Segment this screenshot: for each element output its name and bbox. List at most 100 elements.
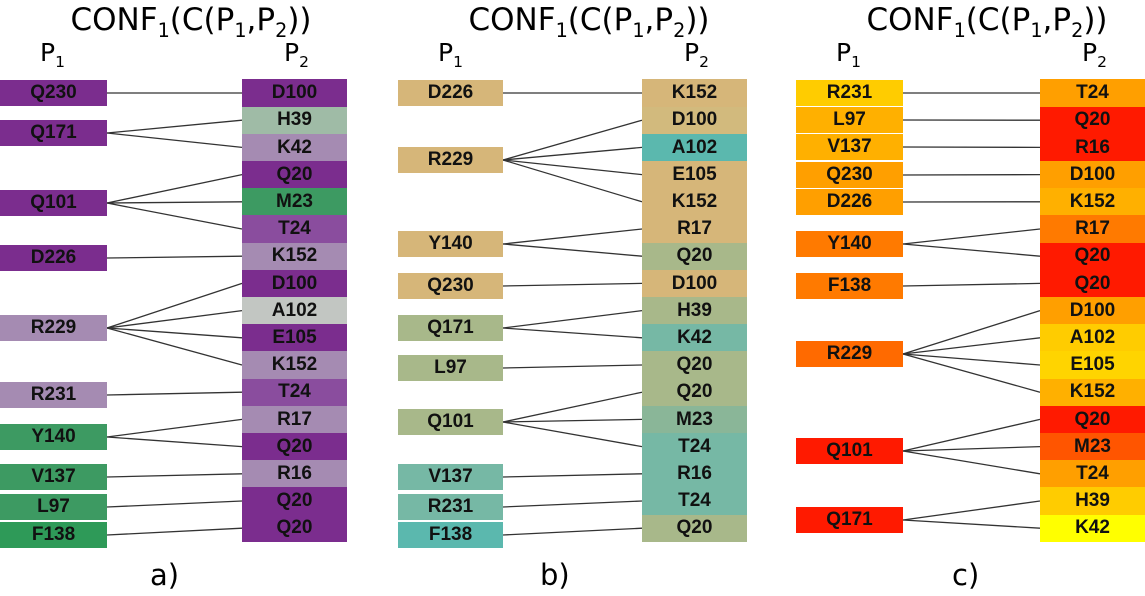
- title-part: CONF: [866, 2, 954, 38]
- p2-residue: M23: [1040, 433, 1145, 461]
- p2-residue: Q20: [1040, 405, 1145, 434]
- link-line: [902, 500, 1041, 521]
- panel-b: CONF1(C(P1,P2)) P1 P2 D226 R229 Y140 Q230 Q171 L…: [398, 0, 780, 596]
- p1-header: P1: [40, 38, 65, 71]
- p1-residue: L97: [398, 355, 503, 381]
- p2-residue: H39: [642, 297, 747, 325]
- link-line: [106, 327, 243, 339]
- p2-residue: H39: [242, 106, 347, 135]
- p1-residue: D226: [0, 245, 107, 271]
- link-line: [502, 309, 643, 329]
- p2-residue: H39: [1040, 487, 1145, 516]
- link-line: [106, 436, 243, 448]
- link-line: [902, 309, 1041, 355]
- p2-residue: R17: [242, 405, 347, 434]
- p2-header: P2: [1082, 38, 1107, 71]
- title-part: (C(P: [169, 2, 235, 38]
- title-part: ,P: [1042, 2, 1072, 38]
- p1-residue: R231: [398, 494, 503, 520]
- p2-residue: M23: [642, 405, 747, 434]
- link-line: [502, 500, 643, 508]
- p2-residue: R17: [1040, 215, 1145, 244]
- p1-residue: Q101: [0, 190, 107, 216]
- p2-residue: Q20: [1040, 242, 1145, 271]
- link-line: [902, 519, 1041, 529]
- p1-header-sub: 1: [453, 53, 463, 71]
- link-line: [106, 282, 243, 329]
- p2-residue: E105: [642, 161, 747, 189]
- p2-residue: T24: [1040, 79, 1145, 108]
- p2-residue: D100: [1040, 161, 1145, 189]
- link-line: [902, 445, 1041, 452]
- p1-residue: F138: [398, 522, 503, 548]
- link-line: [502, 282, 643, 287]
- p2-residue: Q20: [1040, 269, 1145, 298]
- p2-residue: Q20: [642, 351, 747, 380]
- link-line: [502, 159, 643, 203]
- p2-residue: K42: [642, 324, 747, 352]
- p1-residue: R229: [398, 147, 503, 173]
- title-part: 1: [632, 19, 645, 43]
- p1-header-label: P: [836, 38, 852, 67]
- p2-residue: T24: [642, 487, 747, 516]
- p1-header-sub: 1: [55, 53, 65, 71]
- p2-header-label: P: [284, 38, 300, 67]
- panel-a: CONF1(C(P1,P2)) P1 P2 Q230 Q171 Q101 D226 R229 R…: [0, 0, 382, 596]
- title-part: )): [287, 2, 312, 38]
- p1-header: P1: [836, 38, 861, 71]
- p2-residue: T24: [242, 378, 347, 407]
- title-part: ,P: [644, 2, 674, 38]
- p1-residue: Q230: [796, 162, 903, 188]
- p2-residue: A102: [642, 133, 747, 162]
- p2-residue: R16: [642, 460, 747, 488]
- title-part: )): [1083, 2, 1108, 38]
- p1-residue: R229: [796, 341, 903, 367]
- link-line: [106, 527, 243, 536]
- p2-residue: Q20: [242, 161, 347, 189]
- p2-residue: D100: [1040, 297, 1145, 325]
- p1-residue: D226: [796, 189, 903, 215]
- link-line: [106, 255, 243, 259]
- p2-residue: Q20: [1040, 106, 1145, 135]
- p2-residue: M23: [242, 188, 347, 216]
- link-line: [106, 201, 243, 204]
- link-line: [902, 353, 1041, 366]
- link-line: [502, 364, 643, 369]
- p2-header: P2: [284, 38, 309, 71]
- link-line: [502, 159, 643, 176]
- p1-residue: Q171: [398, 315, 503, 341]
- p2-header-label: P: [684, 38, 700, 67]
- title-part: CONF: [468, 2, 556, 38]
- p1-residue: Y140: [796, 231, 903, 257]
- p1-residue: D226: [398, 80, 503, 106]
- p2-residue: R17: [642, 215, 747, 244]
- p1-residue: L97: [796, 107, 903, 133]
- p1-residue: V137: [0, 464, 107, 490]
- p2-residue: A102: [1040, 324, 1145, 352]
- title-part: 1: [234, 19, 247, 43]
- link-line: [502, 228, 643, 245]
- link-line: [502, 119, 643, 161]
- link-line: [902, 228, 1041, 245]
- p2-residue: D100: [642, 106, 747, 135]
- title-part: 1: [555, 19, 568, 43]
- p1-residue: Y140: [398, 231, 503, 257]
- link-line: [106, 473, 243, 478]
- title-part: 1: [953, 19, 966, 43]
- p1-header-sub: 1: [851, 53, 861, 71]
- link-line: [502, 243, 643, 257]
- link-line: [902, 353, 1041, 393]
- title-part: CONF: [70, 2, 158, 38]
- link-line: [902, 282, 1041, 287]
- p2-residue: K152: [1040, 378, 1145, 407]
- panel-title: CONF1(C(P1,P2)): [398, 2, 780, 42]
- p2-residue: T24: [242, 215, 347, 244]
- p1-residue: R229: [0, 315, 107, 341]
- p2-residue: K152: [242, 351, 347, 380]
- panel-caption: a): [150, 558, 180, 592]
- p2-residue: T24: [642, 433, 747, 461]
- panel-caption: c): [952, 558, 980, 592]
- link-line: [106, 132, 243, 149]
- link-line: [106, 418, 243, 438]
- p1-residue: L97: [0, 494, 107, 520]
